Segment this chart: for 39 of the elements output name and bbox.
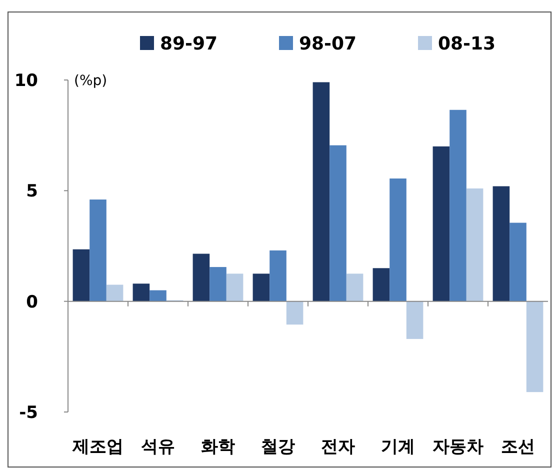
bar [492,186,510,302]
y-tick-label: 0 [26,292,38,312]
legend-label: 89-97 [160,33,218,54]
bar [450,110,466,302]
bar [210,267,226,302]
bar [312,82,330,302]
x-tick-label: 전자 [321,437,355,457]
legend-label: 08-13 [438,33,496,54]
bar [252,274,270,302]
x-tick-label: 철강 [261,437,295,457]
x-tick-label: 조선 [501,437,535,457]
bar [192,254,210,302]
y-tick-label: 5 [26,182,38,202]
x-tick-label: 제조업 [72,437,124,457]
y-tick-label: 10 [14,70,38,91]
bar [372,268,390,302]
bar [330,145,346,302]
bar [270,250,286,302]
x-tick-label: 석유 [141,437,175,457]
bar [106,284,124,302]
bar [72,249,90,302]
bar [226,274,244,302]
bar [466,188,484,302]
x-tick-label: 기계 [381,437,415,457]
y-tick-label: -5 [19,402,38,423]
bar [510,222,526,302]
x-tick-label: 화학 [201,437,235,457]
legend-label: 98-07 [299,33,357,54]
annotation: (%p) [74,73,108,89]
x-tick-label: 자동차 [432,437,484,457]
bar [346,274,364,302]
bar [432,146,450,302]
bar [406,301,424,339]
bar [90,200,106,302]
bar [526,301,544,392]
bar [390,178,406,302]
bar [286,301,304,325]
bar [132,284,150,302]
bar [150,290,166,302]
